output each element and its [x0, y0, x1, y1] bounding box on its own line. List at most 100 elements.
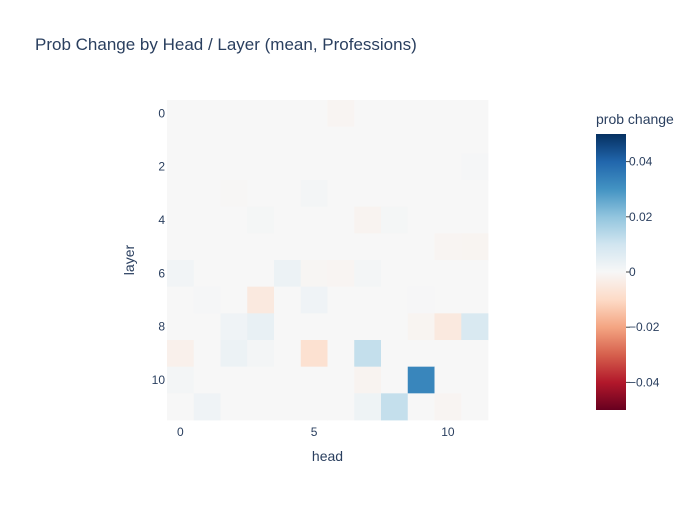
- x-tick-label: 10: [441, 425, 455, 439]
- heatmap-cell: [220, 126, 248, 154]
- heatmap-cell: [354, 260, 382, 288]
- heatmap-cell: [407, 366, 435, 394]
- heatmap-cell: [434, 206, 462, 234]
- heatmap-cell: [274, 260, 302, 288]
- heatmap-cell: [354, 340, 382, 368]
- heatmap-cell: [381, 180, 409, 208]
- heatmap-cell: [354, 393, 382, 421]
- heatmap-cell: [193, 126, 221, 154]
- heatmap-cell: [193, 340, 221, 368]
- heatmap-cell: [300, 313, 328, 341]
- heatmap-cell: [220, 366, 248, 394]
- heatmap-cell: [354, 180, 382, 208]
- heatmap-cell: [327, 393, 355, 421]
- heatmap-cell: [274, 393, 302, 421]
- heatmap-cell: [434, 233, 462, 261]
- heatmap-cell: [247, 313, 275, 341]
- heatmap-cell: [407, 260, 435, 288]
- heatmap-cell: [381, 126, 409, 154]
- colorbar-tick-label: 0.02: [629, 210, 653, 224]
- colorbar-tick-label: −0.04: [629, 375, 660, 389]
- heatmap-cell: [193, 206, 221, 234]
- heatmap-cell: [354, 153, 382, 181]
- heatmap-cell: [193, 233, 221, 261]
- heatmap-cell: [167, 260, 195, 288]
- heatmap-cell: [354, 313, 382, 341]
- heatmap-cell: [300, 260, 328, 288]
- heatmap-cell: [220, 393, 248, 421]
- y-tick-label: 10: [152, 373, 166, 387]
- heatmap-cell: [327, 100, 355, 128]
- y-tick-label: 8: [158, 320, 165, 334]
- heatmap-cell: [461, 233, 489, 261]
- heatmap-cell: [461, 313, 489, 341]
- heatmap-cell: [327, 206, 355, 234]
- heatmap-cell: [434, 393, 462, 421]
- heatmap-cell: [220, 153, 248, 181]
- heatmap-cell: [354, 233, 382, 261]
- heatmap-cell: [461, 126, 489, 154]
- heatmap-cell: [434, 286, 462, 314]
- heatmap-cell: [407, 100, 435, 128]
- x-axis-ticks: 0 5 10: [177, 425, 455, 439]
- heatmap-cell: [193, 313, 221, 341]
- heatmap-cell: [354, 206, 382, 234]
- heatmap-cell: [434, 313, 462, 341]
- heatmap-cell: [327, 313, 355, 341]
- heatmap-cell: [327, 233, 355, 261]
- colorbar-title: prob change: [596, 111, 674, 127]
- heatmap-cell: [381, 153, 409, 181]
- heatmap-cell: [167, 100, 195, 128]
- heatmap-cell: [407, 393, 435, 421]
- heatmap-cells: [167, 100, 489, 421]
- heatmap-cell: [300, 366, 328, 394]
- heatmap-cell: [407, 286, 435, 314]
- heatmap-cell: [167, 180, 195, 208]
- heatmap-cell: [300, 233, 328, 261]
- chart-title: Prob Change by Head / Layer (mean, Profe…: [35, 35, 417, 54]
- heatmap-cell: [461, 153, 489, 181]
- heatmap-cell: [381, 100, 409, 128]
- heatmap-cell: [220, 100, 248, 128]
- heatmap-cell: [300, 286, 328, 314]
- heatmap-cell: [461, 286, 489, 314]
- y-axis-label: layer: [121, 244, 137, 275]
- heatmap-cell: [167, 233, 195, 261]
- heatmap-cell: [327, 286, 355, 314]
- heatmap-cell: [247, 100, 275, 128]
- heatmap-cell: [461, 393, 489, 421]
- heatmap-cell: [461, 340, 489, 368]
- heatmap-cell: [167, 206, 195, 234]
- heatmap-cell: [247, 180, 275, 208]
- heatmap-cell: [461, 260, 489, 288]
- heatmap-cell: [300, 206, 328, 234]
- heatmap-cell: [220, 233, 248, 261]
- colorbar-tick-label: 0: [629, 265, 636, 279]
- x-tick-label: 5: [311, 425, 318, 439]
- heatmap-cell: [167, 340, 195, 368]
- heatmap-cell: [381, 206, 409, 234]
- heatmap-cell: [407, 153, 435, 181]
- heatmap-cell: [167, 313, 195, 341]
- heatmap-cell: [300, 340, 328, 368]
- heatmap-cell: [193, 393, 221, 421]
- heatmap-cell: [247, 260, 275, 288]
- heatmap-cell: [247, 366, 275, 394]
- heatmap-cell: [434, 260, 462, 288]
- heatmap-cell: [247, 153, 275, 181]
- heatmap-cell: [381, 393, 409, 421]
- heatmap-cell: [274, 233, 302, 261]
- heatmap-cell: [167, 393, 195, 421]
- heatmap-cell: [220, 260, 248, 288]
- heatmap-cell: [327, 126, 355, 154]
- heatmap-cell: [193, 366, 221, 394]
- heatmap-cell: [167, 153, 195, 181]
- y-tick-label: 6: [158, 266, 165, 280]
- y-tick-label: 4: [158, 213, 165, 227]
- heatmap-cell: [327, 366, 355, 394]
- heatmap-cell: [193, 100, 221, 128]
- heatmap-cell: [274, 206, 302, 234]
- heatmap-cell: [327, 180, 355, 208]
- heatmap-cell: [167, 126, 195, 154]
